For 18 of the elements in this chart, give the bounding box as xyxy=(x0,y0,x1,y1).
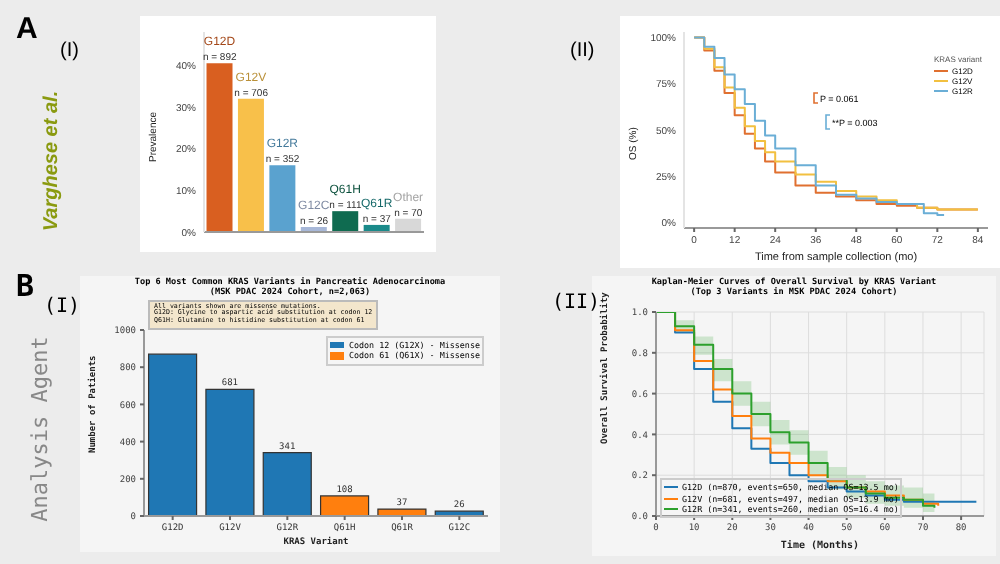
text: (II) xyxy=(552,292,601,314)
text: (I) xyxy=(44,296,81,318)
bar xyxy=(319,495,370,516)
text: Varghese et al. xyxy=(41,90,63,232)
bar xyxy=(147,353,198,516)
bar xyxy=(262,451,312,516)
bar xyxy=(395,218,422,232)
bar xyxy=(205,388,255,516)
bar xyxy=(269,165,296,232)
bar xyxy=(332,211,359,232)
text: A xyxy=(16,12,38,46)
text: B xyxy=(16,268,35,304)
bar xyxy=(237,98,264,232)
text: (II) xyxy=(570,40,595,62)
text: Analysis Agent xyxy=(27,336,53,522)
bar xyxy=(377,508,427,516)
bar xyxy=(206,63,233,232)
text: (I) xyxy=(60,40,79,62)
